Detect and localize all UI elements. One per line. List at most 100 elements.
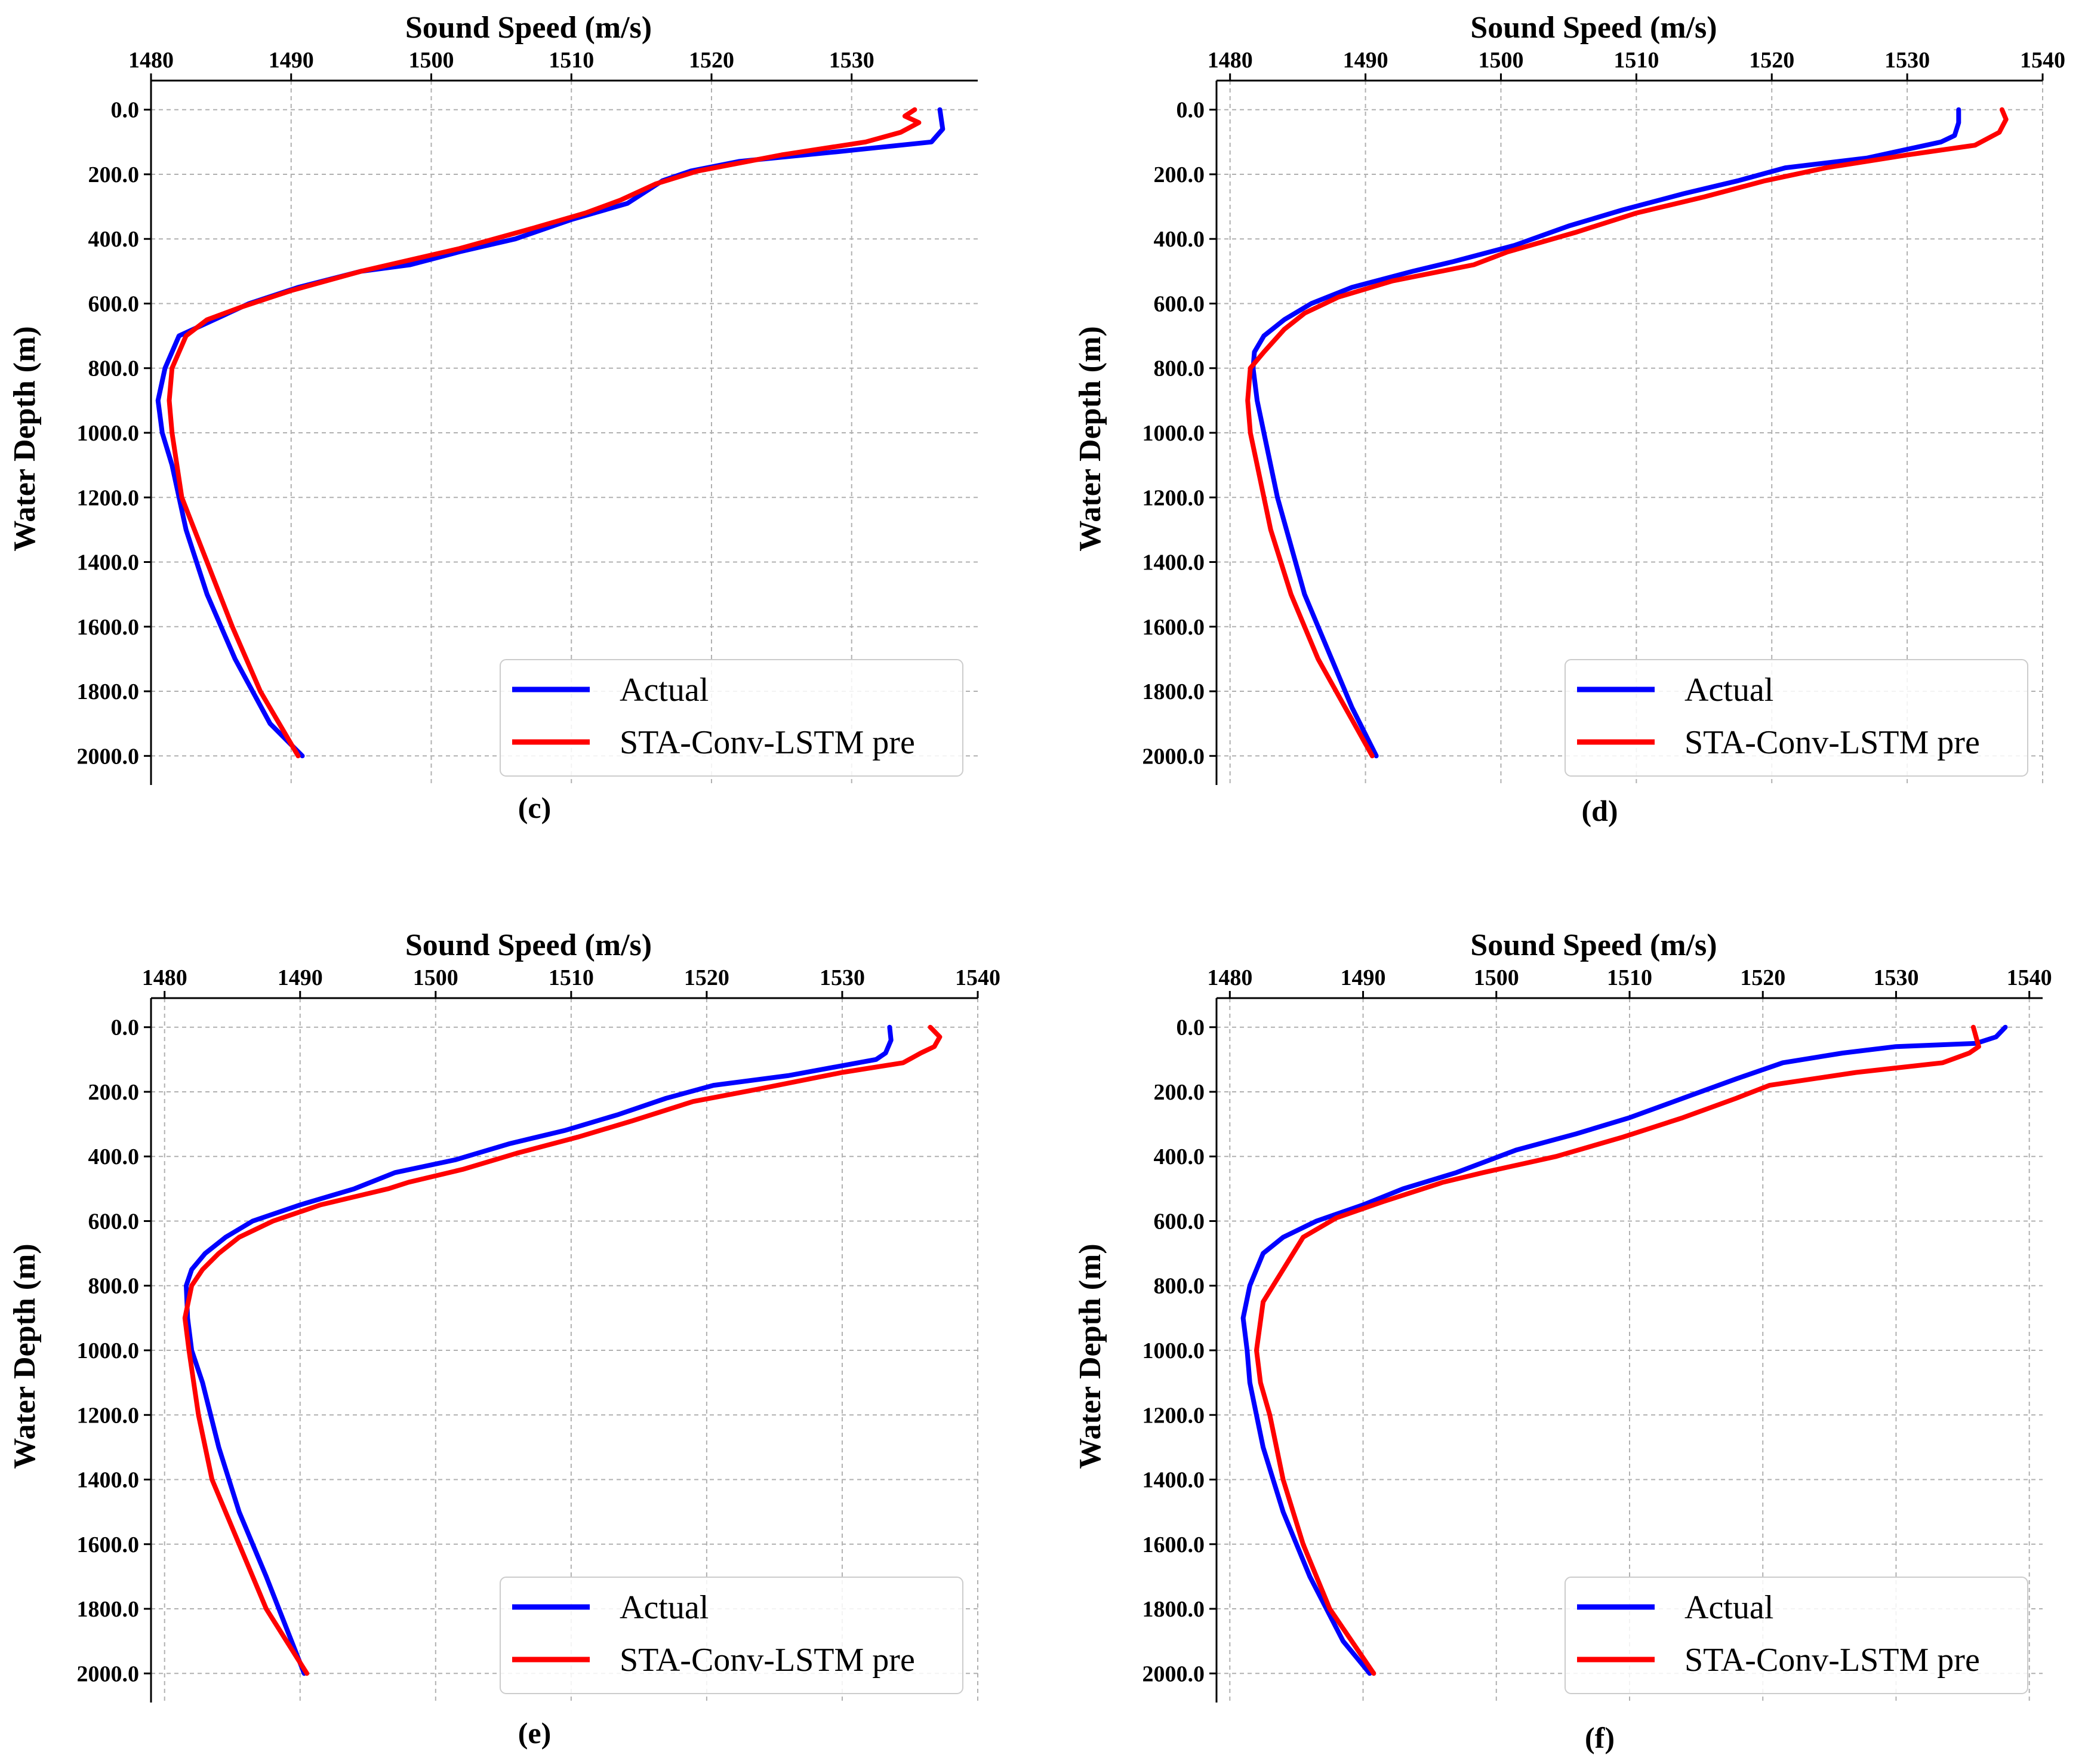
series-line-actual: [1240, 1024, 2008, 1676]
y-tick-label: 1800.0: [77, 1597, 140, 1622]
y-tick-label: 1000.0: [77, 421, 140, 446]
x-tick-label: 1520: [689, 48, 734, 73]
y-tick-label: 1600.0: [1142, 615, 1205, 640]
series-line-predicted: [182, 1024, 943, 1676]
y-tick-label: 1000.0: [1142, 421, 1205, 446]
x-tick-label: 1490: [1341, 965, 1386, 990]
legend-box: [500, 1577, 963, 1694]
x-tick-label: 1530: [1873, 965, 1918, 990]
x-tick-label: 1530: [829, 48, 874, 73]
y-tick-label: 800.0: [1154, 1274, 1205, 1299]
x-tick-label: 1490: [269, 48, 314, 73]
legend-box: [1565, 659, 2028, 777]
legend-label-predicted: STA-Conv-LSTM pre: [620, 724, 915, 761]
x-tick-label: 1510: [1613, 48, 1659, 73]
x-tick-label: 1480: [142, 965, 187, 990]
y-tick-label: 0.0: [111, 98, 140, 123]
y-tick-label: 1400.0: [1142, 550, 1205, 575]
y-tick-label: 1600.0: [77, 1532, 140, 1557]
x-tick-label: 1520: [1740, 965, 1785, 990]
x-tick-label: 1480: [128, 48, 174, 73]
y-tick-label: 2000.0: [1142, 1661, 1205, 1686]
x-tick-label: 1500: [413, 965, 458, 990]
y-tick-label: 1200.0: [1142, 485, 1205, 510]
panel-label: (d): [1581, 794, 1618, 827]
y-tick-label: 400.0: [88, 1144, 140, 1169]
y-tick-label: 200.0: [88, 1080, 140, 1105]
x-tick-label: 1530: [820, 965, 865, 990]
y-tick-label: 2000.0: [1142, 744, 1205, 769]
y-tick-label: 1000.0: [77, 1338, 140, 1363]
x-tick-label: 1480: [1208, 48, 1253, 73]
y-tick-label: 0.0: [1177, 1015, 1205, 1040]
y-tick-label: 1400.0: [77, 550, 140, 575]
y-tick-label: 400.0: [1154, 227, 1205, 252]
legend-label-predicted: STA-Conv-LSTM pre: [1684, 724, 1980, 761]
y-tick-label: 600.0: [88, 291, 140, 316]
x-tick-label: 1520: [684, 965, 729, 990]
y-axis-title: Water Depth (m): [1073, 1243, 1107, 1469]
legend-box: [1565, 1577, 2028, 1694]
x-axis-title: Sound Speed (m/s): [1470, 928, 1717, 962]
chart-panel-e: 1480 1490 1500 1510 1520 1530 1540 0.0 200.0 400.…: [8, 928, 1000, 1750]
x-axis-title: Sound Speed (m/s): [1470, 11, 1717, 45]
y-tick-label: 600.0: [1154, 1209, 1205, 1234]
y-tick-label: 600.0: [1154, 291, 1205, 316]
legend-label-actual: Actual: [620, 1589, 709, 1626]
series-line-predicted: [167, 107, 922, 759]
y-tick-label: 2000.0: [77, 744, 140, 769]
y-tick-label: 0.0: [111, 1015, 140, 1040]
series-line-predicted: [1254, 1024, 1981, 1676]
y-tick-label: 200.0: [88, 162, 140, 187]
chart-panel-c: 1480 1490 1500 1510 1520 1530 0.0 200.0 400.0 600…: [8, 11, 978, 824]
y-axis-title: Water Depth (m): [8, 1243, 42, 1469]
chart-panel-d: 1480 1490 1500 1510 1520 1530 1540 0.0 200.0 400.…: [1073, 11, 2065, 827]
legend-label-predicted: STA-Conv-LSTM pre: [620, 1642, 915, 1679]
legend-label-predicted: STA-Conv-LSTM pre: [1684, 1642, 1980, 1679]
y-tick-label: 800.0: [88, 1274, 140, 1299]
y-tick-label: 1400.0: [1142, 1468, 1205, 1493]
legend-label-actual: Actual: [1684, 672, 1773, 709]
x-tick-label: 1490: [1343, 48, 1388, 73]
panel-label: (c): [518, 791, 552, 824]
y-tick-label: 400.0: [88, 227, 140, 252]
x-tick-label: 1510: [549, 48, 594, 73]
chart-panel-f: 1480 1490 1500 1510 1520 1530 1540 0.0 200.0 400.…: [1073, 928, 2052, 1754]
y-tick-label: 800.0: [1154, 356, 1205, 381]
x-tick-label: 1500: [408, 48, 454, 73]
y-tick-label: 1800.0: [1142, 679, 1205, 704]
y-tick-label: 200.0: [1154, 1080, 1205, 1105]
x-tick-label: 1520: [1749, 48, 1794, 73]
x-tick-label: 1500: [1478, 48, 1523, 73]
y-tick-label: 800.0: [88, 356, 140, 381]
y-tick-label: 1000.0: [1142, 1338, 1205, 1363]
y-tick-label: 1600.0: [1142, 1532, 1205, 1557]
series-line-predicted: [1245, 107, 2009, 759]
y-tick-label: 1200.0: [1142, 1403, 1205, 1428]
x-tick-label: 1540: [955, 965, 1000, 990]
y-tick-label: 0.0: [1177, 98, 1205, 123]
panel-label: (f): [1585, 1721, 1615, 1754]
y-tick-label: 2000.0: [77, 1661, 140, 1686]
x-axis-title: Sound Speed (m/s): [405, 11, 652, 45]
legend-label-actual: Actual: [620, 672, 709, 709]
y-tick-label: 400.0: [1154, 1144, 1205, 1169]
y-tick-label: 1800.0: [1142, 1597, 1205, 1622]
y-axis-title: Water Depth (m): [1073, 326, 1107, 551]
y-axis-title: Water Depth (m): [8, 326, 42, 551]
y-tick-label: 1200.0: [77, 485, 140, 510]
x-tick-label: 1500: [1474, 965, 1519, 990]
y-tick-label: 1400.0: [77, 1468, 140, 1493]
x-tick-label: 1540: [2020, 48, 2065, 73]
x-tick-label: 1490: [278, 965, 323, 990]
series-line-actual: [1251, 107, 1961, 759]
y-tick-label: 1200.0: [77, 1403, 140, 1428]
legend-box: [500, 659, 963, 777]
series-line-actual: [184, 1024, 894, 1676]
x-tick-label: 1540: [2007, 965, 2052, 990]
y-tick-label: 1800.0: [77, 679, 140, 704]
x-tick-label: 1510: [549, 965, 594, 990]
y-tick-label: 1600.0: [77, 615, 140, 640]
x-tick-label: 1480: [1207, 965, 1252, 990]
